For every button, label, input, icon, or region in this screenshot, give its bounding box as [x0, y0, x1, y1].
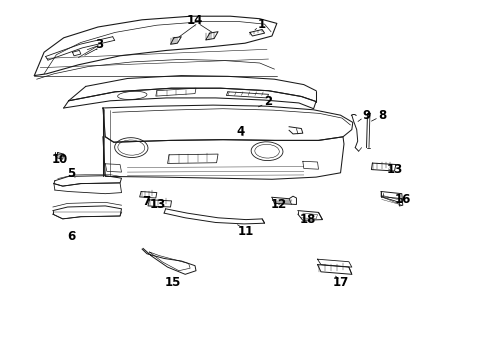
Text: 10: 10: [51, 153, 68, 166]
Text: 15: 15: [164, 276, 181, 289]
Text: 1: 1: [258, 18, 266, 31]
Text: 13: 13: [150, 198, 167, 211]
Text: 3: 3: [96, 39, 103, 51]
Text: 4: 4: [236, 125, 244, 138]
Text: 14: 14: [187, 14, 203, 27]
Text: 2: 2: [265, 95, 272, 108]
Text: 17: 17: [332, 276, 349, 289]
Text: 9: 9: [363, 109, 370, 122]
Text: 13: 13: [386, 163, 403, 176]
Text: 5: 5: [67, 167, 75, 180]
Text: 8: 8: [378, 109, 386, 122]
Text: 11: 11: [238, 225, 254, 238]
Text: 6: 6: [67, 230, 75, 243]
Text: 12: 12: [271, 198, 288, 211]
Text: 18: 18: [299, 213, 316, 226]
Text: 16: 16: [394, 193, 411, 206]
Text: 7: 7: [142, 195, 150, 208]
